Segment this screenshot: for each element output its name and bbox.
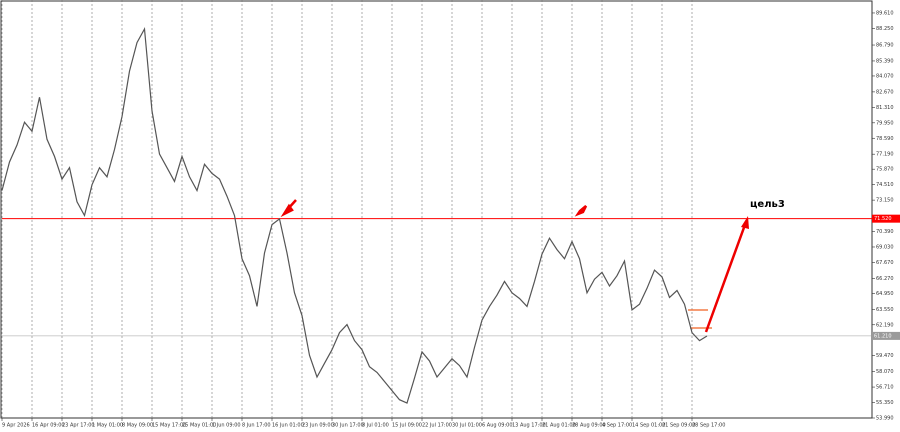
y-tick-label: 69.030 [876,244,894,250]
x-tick-label: 15 Jul 09:00 [392,423,422,429]
y-tick-label: 75.870 [876,167,894,173]
x-tick-label: 8 May 09:00 [122,423,153,429]
x-tick-label: 21 Sep 09:00 [662,423,695,429]
y-tick-label: 77.190 [876,152,894,158]
x-tick-label: 8 Jun 17:00 [242,423,271,429]
x-tick-label: 22 Jul 17:00 [422,423,452,429]
y-tick-label: 63.550 [876,307,894,313]
x-tick-label: 16 Jun 01:00 [272,423,304,429]
x-tick-label: 9 Apr 2026 [2,423,30,429]
x-tick-label: 21 Aug 01:00 [542,423,576,429]
x-tick-label: 6 Aug 09:00 [482,423,513,429]
x-tick-label: 28 Aug 09:00 [572,423,606,429]
y-tick-label: 64.950 [876,291,894,297]
x-tick-label: 8 Jul 01:00 [362,423,389,429]
target-arrow-head [741,216,749,229]
y-tick-label: 66.270 [876,276,894,282]
y-tick-label: 78.590 [876,136,894,142]
y-tick-label: 70.390 [876,229,894,235]
price-label-box [872,214,900,223]
x-tick-label: 15 May 17:00 [152,423,186,429]
y-tick-label: 86.790 [876,43,894,49]
pointer-arrow [574,205,588,217]
price-label-box [872,331,900,340]
y-tick-label: 53.990 [876,416,894,422]
y-tick-label: 74.510 [876,182,894,188]
y-tick-label: 85.390 [876,58,894,64]
x-tick-label: 28 Sep 17:00 [692,423,725,429]
x-tick-label: 14 Sep 01:00 [632,423,665,429]
y-tick-label: 82.670 [876,89,894,95]
y-tick-label: 58.070 [876,369,894,375]
x-tick-label: 16 Apr 09:00 [32,423,65,429]
y-tick-label: 67.670 [876,260,894,266]
x-tick-label: 25 May 01:00 [182,423,216,429]
annotation: цель3 [750,199,785,210]
x-tick-label: 1 May 01:00 [92,423,123,429]
y-tick-label: 56.710 [876,385,894,391]
target-arrow [704,221,748,333]
x-tick-label: 23 Jun 09:00 [302,423,334,429]
price-label: 61.210 [874,333,892,339]
y-tick-label: 73.150 [876,198,894,204]
y-tick-label: 59.470 [876,353,894,359]
plot-frame [0,0,873,419]
x-tick-label: 13 Aug 17:00 [512,423,546,429]
y-tick-label: 55.350 [876,400,894,406]
y-tick-label: 79.950 [876,120,894,126]
price-label: 71.520 [874,216,892,222]
pointer-arrow [280,199,297,218]
price-line [1,26,708,404]
x-tick-label: 23 Apr 17:00 [62,423,95,429]
x-tick-label: 30 Jul 01:00 [452,423,482,429]
y-tick-label: 62.190 [876,322,894,328]
x-tick-label: 4 Sep 17:00 [602,423,632,429]
x-tick-label: 1 Jun 09:00 [212,423,241,429]
y-tick-label: 88.250 [876,26,894,32]
y-tick-label: 81.310 [876,105,894,111]
x-tick-label: 30 Jun 17:00 [332,423,364,429]
y-tick-label: 89.610 [876,10,894,16]
y-tick-label: 84.070 [876,73,894,79]
